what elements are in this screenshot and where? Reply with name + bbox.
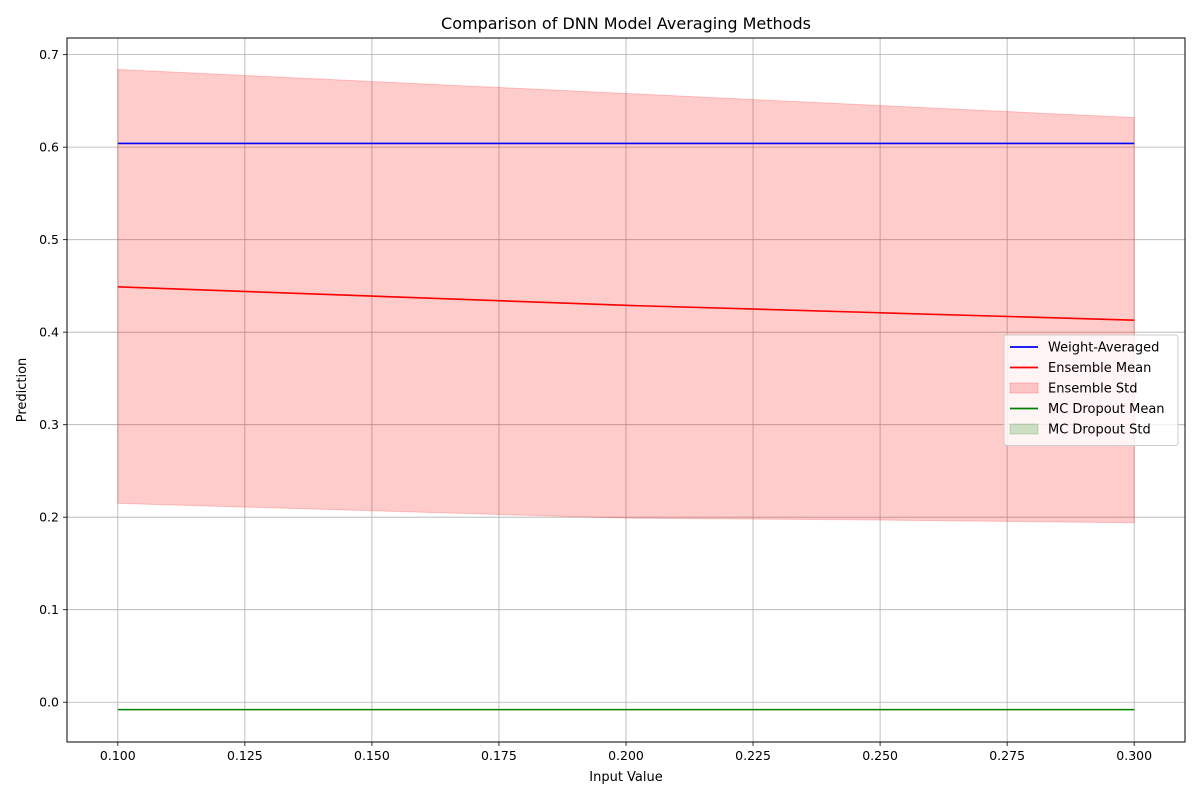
- x-tick-label: 0.150: [354, 748, 390, 763]
- y-tick-label: 0.4: [39, 325, 59, 340]
- x-axis-label: Input Value: [589, 770, 663, 785]
- x-tick-label: 0.275: [989, 748, 1025, 763]
- y-tick-label: 0.5: [39, 232, 59, 247]
- legend: Weight-Averaged Ensemble Mean Ensemble Std…: [1003, 334, 1179, 446]
- line-ensemble-mean: [117, 286, 1135, 321]
- y-tick-label: 0.3: [39, 417, 59, 432]
- band-ensemble-std: [117, 68, 1135, 524]
- series-layer: [117, 68, 1135, 711]
- legend-swatch-mc-dropout-std: [1009, 423, 1039, 435]
- x-tick-label: 0.200: [608, 748, 644, 763]
- y-axis-label: Prediction: [15, 358, 30, 423]
- legend-box: [1003, 334, 1179, 446]
- y-tick-label: 0.7: [39, 47, 59, 62]
- legend-swatch-ensemble-std: [1009, 382, 1039, 394]
- x-tick-label: 0.100: [100, 748, 136, 763]
- y-tick-label: 0.0: [39, 695, 59, 710]
- y-tick-label: 0.6: [39, 140, 59, 155]
- y-tick-label: 0.2: [39, 510, 59, 525]
- chart-title: Comparison of DNN Model Averaging Method…: [441, 14, 811, 33]
- tick-layer: 0.100 0.125 0.150 0.175 0.200 0.225 0.250 0.275…: [39, 47, 1152, 763]
- legend-label-weight-averaged: Weight-Averaged: [1048, 341, 1159, 356]
- legend-label-ensemble-mean: Ensemble Mean: [1048, 361, 1151, 376]
- x-tick-label: 0.300: [1116, 748, 1152, 763]
- x-tick-label: 0.175: [481, 748, 517, 763]
- x-tick-label: 0.250: [862, 748, 898, 763]
- legend-label-mc-dropout-mean: MC Dropout Mean: [1048, 402, 1165, 417]
- legend-label-mc-dropout-std: MC Dropout Std: [1048, 423, 1151, 438]
- x-tick-label: 0.125: [227, 748, 263, 763]
- y-tick-label: 0.1: [39, 602, 59, 617]
- grid: [67, 38, 1185, 742]
- legend-label-ensemble-std: Ensemble Std: [1048, 382, 1137, 397]
- x-tick-label: 0.225: [735, 748, 771, 763]
